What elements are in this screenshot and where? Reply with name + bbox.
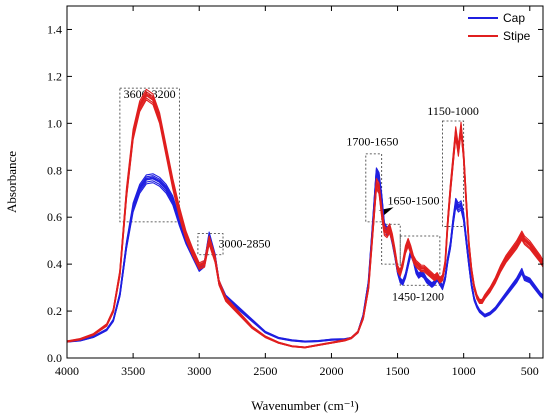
annotation-label: 3000-2850 xyxy=(219,237,271,251)
x-tick-label: 2500 xyxy=(253,364,277,378)
x-tick-label: 2000 xyxy=(319,364,343,378)
x-tick-label: 4000 xyxy=(55,364,79,378)
y-tick-label: 1.4 xyxy=(47,22,62,36)
annotation-box xyxy=(119,87,180,223)
annotation-box xyxy=(365,153,383,223)
legend: Cap Stipe xyxy=(468,11,531,43)
x-tick-label: 3500 xyxy=(121,364,145,378)
annotation-label: 1450-1200 xyxy=(392,290,444,304)
y-tick-label: 0.0 xyxy=(47,351,62,365)
series-layer xyxy=(66,88,544,349)
annotation-label: 1700-1650 xyxy=(346,135,398,149)
series-line-stipe xyxy=(66,88,544,348)
axes-layer: 4000 3500 3000 2500 2000 1500 1000 500 0.0 0.2 0.4… xyxy=(47,6,543,378)
y-tick-label: 0.4 xyxy=(47,257,62,271)
y-tick-label: 0.6 xyxy=(47,210,62,224)
series-line-cap xyxy=(66,174,544,343)
x-tick-label: 3000 xyxy=(187,364,211,378)
x-tick-label: 1500 xyxy=(386,364,410,378)
series-line-cap xyxy=(66,176,544,343)
annotation-label: 1150-1000 xyxy=(427,104,479,118)
annotation-label: 1650-1500 xyxy=(388,193,440,207)
series-line-stipe xyxy=(66,92,544,348)
series-stipe xyxy=(66,88,544,349)
series-line-stipe xyxy=(66,91,544,348)
legend-label-stipe: Stipe xyxy=(503,29,531,43)
series-line-stipe xyxy=(66,97,544,349)
y-tick-label: 1.0 xyxy=(47,116,62,130)
x-tick-label: 500 xyxy=(521,364,539,378)
x-axis-title: Wavenumber (cm⁻¹) xyxy=(251,398,359,413)
series-line-stipe xyxy=(66,99,544,349)
y-tick-label: 0.8 xyxy=(47,163,62,177)
plot-frame xyxy=(66,5,544,359)
y-tick-label: 0.2 xyxy=(47,304,62,318)
series-cap xyxy=(66,167,544,343)
annotation-box xyxy=(197,233,224,256)
y-tick-label: 1.2 xyxy=(47,69,62,83)
annotation-box xyxy=(399,235,441,286)
annotation-box xyxy=(381,223,401,265)
series-line-stipe xyxy=(66,94,544,349)
x-tick-label: 1000 xyxy=(452,364,476,378)
legend-label-cap: Cap xyxy=(503,11,525,25)
y-axis-title: Absorbance xyxy=(4,151,19,213)
